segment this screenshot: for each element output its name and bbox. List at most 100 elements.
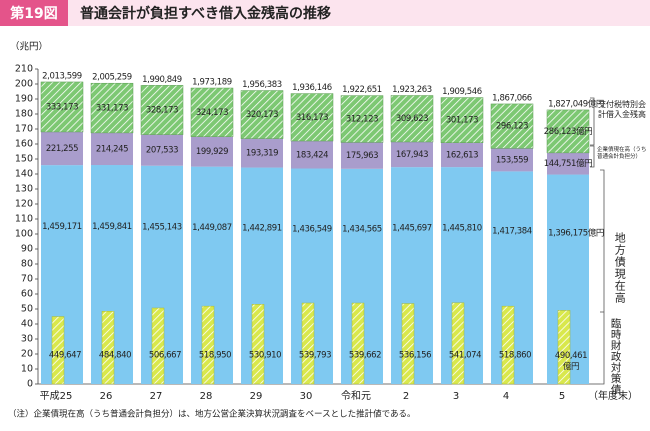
- overlay-label: 484,840: [99, 351, 131, 361]
- bar-segment: [41, 131, 83, 166]
- bar-segment: [190, 87, 234, 137]
- x-tick-label: 27: [150, 391, 163, 402]
- overlay-label: 530,910: [249, 351, 281, 361]
- y-tick-label: 50: [21, 304, 33, 315]
- bar-segment: [440, 97, 484, 143]
- figure-number: 第19図: [10, 5, 57, 22]
- x-tick-label: 5: [559, 391, 565, 402]
- bar-segment: [491, 148, 533, 172]
- total-label: 1,990,849: [142, 75, 182, 85]
- value-label: 333,173: [46, 102, 78, 112]
- value-label: 221,255: [46, 144, 78, 154]
- value-label: 1,455,143: [142, 222, 182, 232]
- value-label: 312,123: [346, 115, 378, 125]
- y-tick-label: 120: [15, 199, 33, 210]
- overlay-label: 506,667: [149, 351, 181, 361]
- total-label: 1,909,546: [442, 87, 482, 97]
- overlay-label: 539,793: [299, 351, 331, 361]
- value-label: 1,449,087: [192, 223, 232, 233]
- x-tick-label: 26: [100, 391, 113, 402]
- overlay-label: 518,950: [199, 351, 231, 361]
- overlay-bar: [351, 302, 365, 385]
- overlay-label: 539,662: [349, 351, 381, 361]
- total-label: 1,827,049億円: [548, 98, 604, 109]
- overlay-bar: [557, 310, 571, 385]
- total-label: 1,973,189: [192, 78, 232, 88]
- y-tick-label: 140: [15, 169, 33, 180]
- value-label: 286,123億円: [544, 126, 593, 137]
- bar-segment: [441, 142, 483, 168]
- value-label: 1,434,565: [342, 225, 382, 235]
- value-label: 316,173: [296, 113, 328, 123]
- bar-segment: [390, 95, 434, 143]
- y-tick-label: 80: [21, 259, 33, 270]
- overlay-label: 536,156: [399, 351, 431, 361]
- value-label: 162,613: [446, 150, 478, 160]
- value-label: 1,396,175億円: [548, 228, 604, 239]
- y-tick-label: 30: [21, 334, 33, 345]
- value-label: 1,459,171: [42, 222, 82, 232]
- value-label: 199,929: [196, 147, 228, 157]
- y-tick-label: 90: [21, 244, 33, 255]
- total-label: 2,005,259: [92, 73, 132, 83]
- y-tick-label: 20: [21, 349, 33, 360]
- value-label: 309,623: [396, 114, 428, 124]
- x-tick-label: 4: [503, 391, 509, 402]
- legend-brackets: [590, 97, 605, 385]
- value-label: 1,417,384: [492, 226, 532, 236]
- y-tick-label: 130: [15, 184, 33, 195]
- y-tick-label: 200: [15, 79, 33, 90]
- value-label: 1,445,810: [442, 223, 482, 233]
- total-label: 1,923,263: [392, 85, 432, 95]
- value-label: 183,424: [296, 150, 328, 160]
- value-label: 324,173: [196, 108, 228, 118]
- overlay-bar: [301, 302, 315, 385]
- bar-segment: [391, 141, 433, 168]
- value-label: 175,963: [346, 151, 378, 161]
- value-label: 193,319: [246, 149, 278, 159]
- bar-segment: [240, 90, 284, 139]
- overlay-bar: [251, 304, 265, 385]
- y-tick-label: 70: [21, 274, 33, 285]
- bar-segment: [546, 109, 590, 154]
- value-label: 1,436,549: [292, 224, 332, 234]
- bar-segment: [191, 136, 233, 167]
- bar-segment: [290, 93, 334, 142]
- total-label: 2,013,599: [42, 71, 82, 81]
- total-label: 1,922,651: [342, 85, 382, 95]
- total-label: 1,867,066: [492, 93, 532, 103]
- value-label: 328,173: [146, 105, 178, 115]
- bar-segment: [291, 141, 333, 169]
- x-tick-label: 28: [200, 391, 213, 402]
- bar-segment: [141, 134, 183, 166]
- chart-title: 普通会計が負担すべき借入金残高の推移: [80, 5, 331, 22]
- legend-label: 臨時財政対策債: [609, 318, 622, 395]
- footnote: （注）企業債現在高（うち普通会計負担分）は、地方公営企業決算状況調査をベースとし…: [8, 409, 416, 420]
- overlay-bar: [451, 302, 465, 385]
- value-label: 301,173: [446, 116, 478, 126]
- legend-label: 交付税特別会計借入金残高: [598, 100, 646, 120]
- x-tick-label: 3: [453, 391, 459, 402]
- y-tick-label: 160: [15, 139, 33, 150]
- overlay-bar: [51, 316, 65, 385]
- y-tick-label: 10: [21, 364, 33, 375]
- overlay-label: 490,461 億円: [555, 351, 587, 372]
- value-label: 153,559: [496, 155, 528, 165]
- overlay-bar: [201, 305, 215, 385]
- y-axis-label: （兆円）: [10, 41, 48, 53]
- x-tick-label: 30: [300, 391, 313, 402]
- value-label: 167,943: [396, 150, 428, 160]
- bar-segment: [91, 132, 133, 166]
- bar-segment: [547, 152, 589, 175]
- overlay-bar: [101, 311, 115, 385]
- overlay-bar: [501, 305, 515, 385]
- overlay-label: 449,647: [49, 351, 81, 361]
- value-label: 320,173: [246, 110, 278, 120]
- y-tick-label: 170: [15, 124, 33, 135]
- y-tick-label: 150: [15, 154, 33, 165]
- x-tick-label: 平成25: [40, 390, 73, 402]
- overlay-label: 541,074: [449, 351, 481, 361]
- bar-segment: [140, 85, 184, 135]
- total-label: 1,936,146: [292, 83, 332, 93]
